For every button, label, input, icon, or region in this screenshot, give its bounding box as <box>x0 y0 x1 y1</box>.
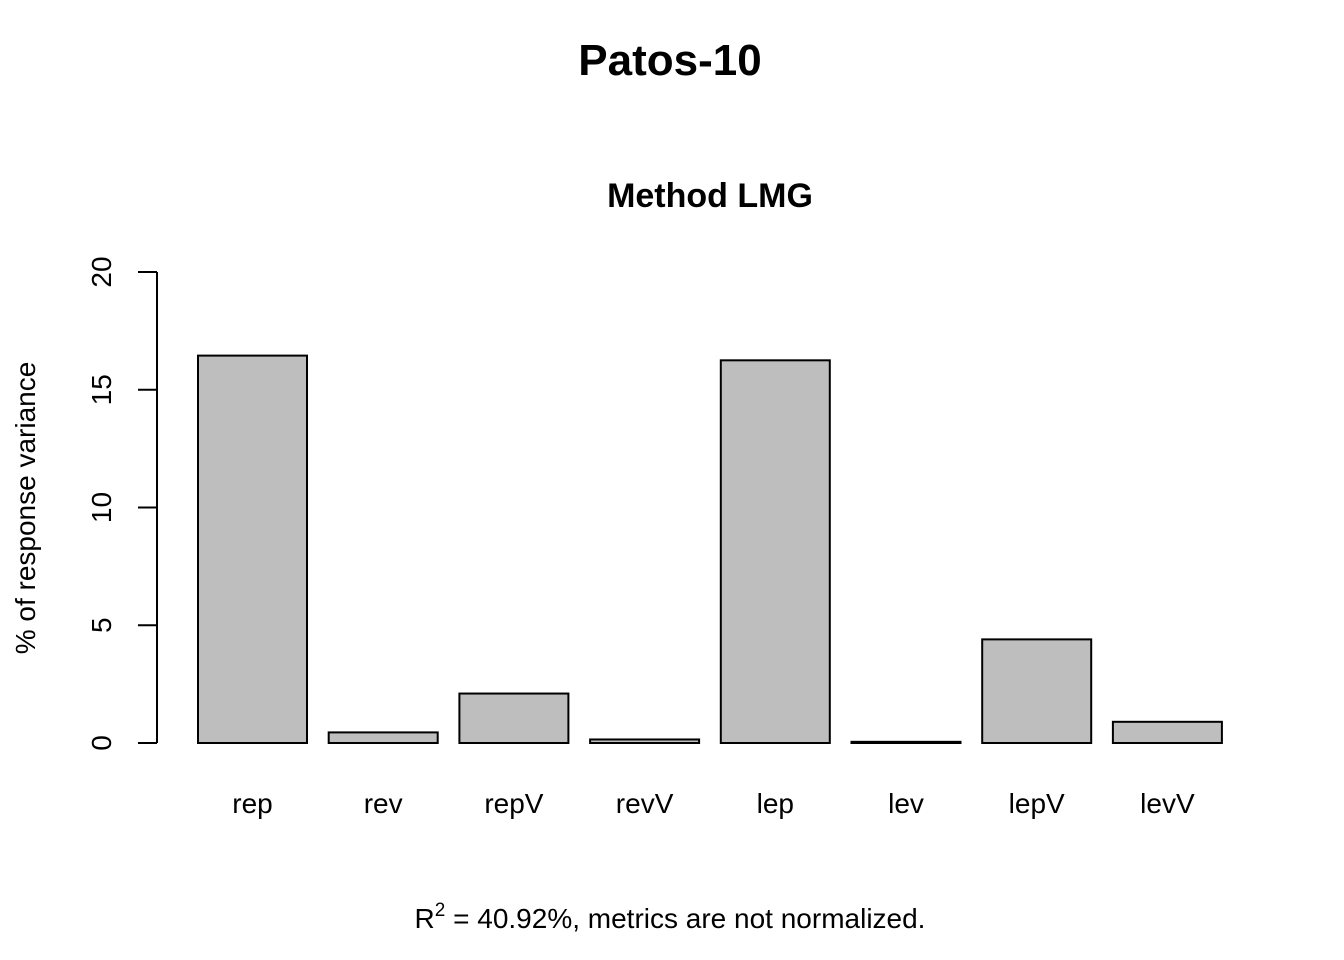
footnote-text: = 40.92%, metrics are not normalized. <box>445 903 925 934</box>
y-tick-label: 0 <box>86 735 117 751</box>
bar-lep <box>719 359 831 744</box>
category-label: lep <box>757 788 794 819</box>
category-labels: rep rev repV revV lep lev lepV levV <box>232 788 1195 819</box>
y-axis: 0 5 10 15 20 <box>86 256 158 751</box>
category-label: revV <box>616 788 674 819</box>
bar-revV <box>589 738 701 745</box>
chart-subtitle: Method LMG <box>607 177 813 215</box>
footnote-r-superscript: 2 <box>435 900 446 921</box>
bar-lev <box>850 740 962 745</box>
category-label: repV <box>484 788 543 819</box>
y-tick-label: 10 <box>86 492 117 523</box>
bar-levV <box>1111 720 1223 744</box>
category-label: rev <box>364 788 403 819</box>
bar-rev <box>327 731 439 745</box>
y-tick-label: 15 <box>86 374 117 405</box>
category-label: levV <box>1140 788 1195 819</box>
bar-lepV <box>981 638 1093 745</box>
y-tick-label: 5 <box>86 617 117 633</box>
footnote: R2 = 40.92%, metrics are not normalized. <box>415 900 926 934</box>
bar-rep <box>197 354 308 744</box>
category-label: rep <box>232 788 272 819</box>
category-label: lev <box>888 788 924 819</box>
y-tick-label: 20 <box>86 256 117 287</box>
chart-title: Patos-10 <box>578 36 761 85</box>
footnote-r: R <box>415 903 435 934</box>
bars <box>197 354 1223 745</box>
category-label: lepV <box>1009 788 1065 819</box>
y-axis-label: % of response variance <box>10 362 41 655</box>
bar-repV <box>458 692 570 744</box>
